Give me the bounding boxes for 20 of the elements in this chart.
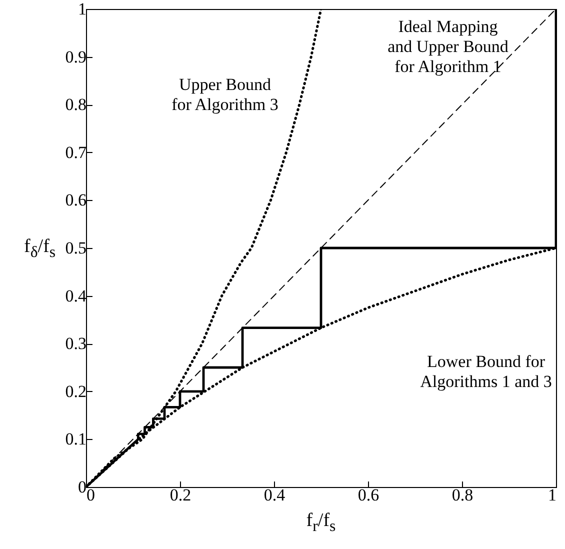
- y-tick-label: 1: [78, 0, 86, 18]
- annotation: Ideal Mapping and Upper Bound for Algorithm 1: [388, 17, 508, 77]
- y-tick-label: 0.9: [65, 47, 86, 66]
- y-tick-label: 0.8: [65, 95, 86, 114]
- y-tick-label: 0.7: [65, 142, 87, 162]
- y-tick-label: 0.4: [65, 286, 87, 306]
- x-tick-label: 0.6: [358, 486, 380, 504]
- x-axis-title: f$_{r}$/f$_{s}$: [306, 510, 336, 536]
- annotation: Lower Bound for Algorithms 1 and 3: [420, 352, 552, 392]
- y-axis-title: f$_{δ}$/f$_{s}$: [24, 236, 56, 262]
- annotation: Upper Bound for Algorithm 3: [172, 75, 278, 115]
- y-tick-label: 0.2: [65, 382, 86, 401]
- y-tick-label: 0.6: [65, 190, 86, 210]
- x-tick-label: 0.4: [264, 486, 286, 504]
- x-tick-label: 0.2: [170, 486, 192, 504]
- x-tick-label: 1: [548, 486, 556, 504]
- y-tick-label: 0.5: [65, 238, 86, 258]
- y-tick-label: 0.3: [65, 334, 86, 354]
- x-tick-label: 0.8: [452, 486, 474, 504]
- y-tick-label: 0.1: [65, 430, 86, 449]
